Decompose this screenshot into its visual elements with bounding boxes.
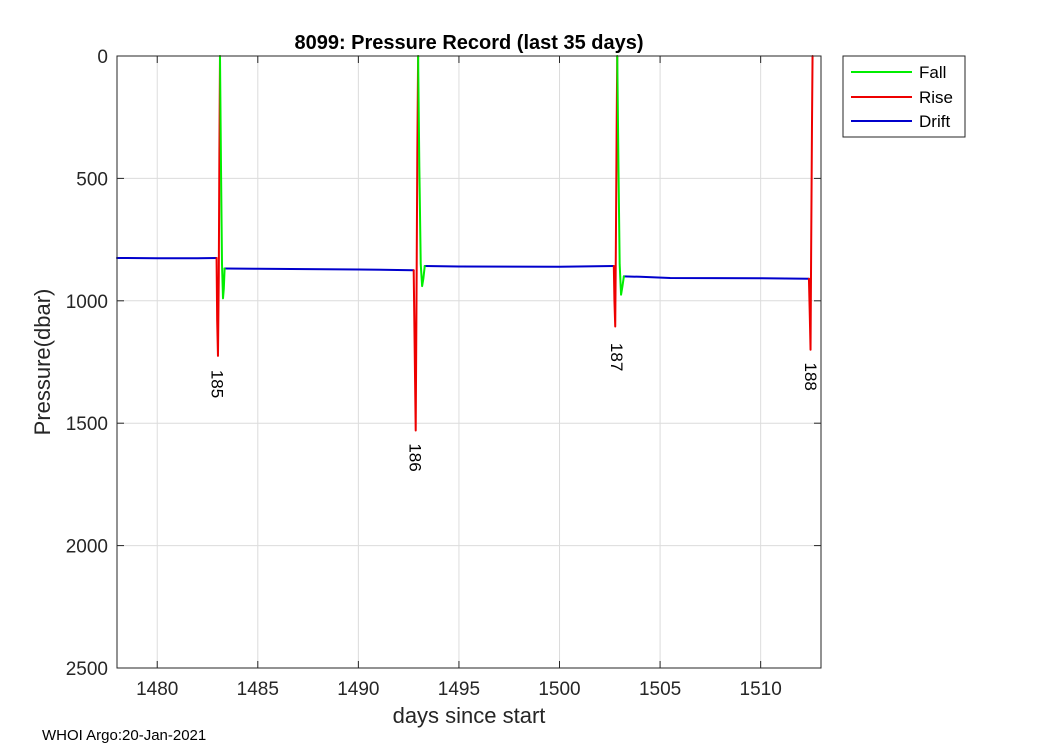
series-fall-line — [417, 55, 426, 288]
x-tick-label: 1495 — [438, 679, 480, 700]
y-tick-label: 0 — [97, 47, 108, 68]
series-drift-line — [223, 267, 415, 272]
x-tick-label: 1490 — [337, 679, 379, 700]
y-tick-label: 1000 — [66, 292, 108, 313]
y-axis-title: Pressure(dbar) — [30, 289, 55, 436]
x-tick-label: 1510 — [740, 679, 782, 700]
series-drift-line — [622, 275, 810, 280]
series-lines — [116, 55, 814, 432]
chart-title: 8099: Pressure Record (last 35 days) — [294, 32, 643, 54]
series-rise-line — [612, 55, 619, 328]
axis-ticks: 1480 1485 1490 1495 1500 1505 1510 0 500 1000 1500… — [66, 47, 821, 700]
x-tick-label: 1505 — [639, 679, 681, 700]
cycle-label: 187 — [607, 343, 626, 371]
cycle-annotations: 185 186 187 188 — [208, 343, 820, 472]
plot-area — [117, 56, 821, 668]
x-tick-label: 1500 — [538, 679, 580, 700]
cycle-label: 186 — [406, 443, 425, 471]
y-tick-label: 500 — [76, 169, 108, 190]
series-rise-line — [412, 55, 420, 432]
series-fall-line — [218, 55, 226, 300]
series-fall-line — [616, 55, 625, 296]
legend-fall-label: Fall — [919, 63, 946, 82]
legend-drift-label: Drift — [919, 112, 950, 131]
cycle-label: 185 — [208, 370, 227, 398]
y-tick-label: 1500 — [66, 414, 108, 435]
series-rise-line — [807, 55, 814, 351]
legend-rise-label: Rise — [919, 88, 953, 107]
legend: Fall Rise Drift — [842, 55, 966, 138]
y-tick-label: 2500 — [66, 659, 108, 680]
x-axis-title: days since start — [393, 703, 546, 728]
x-tick-label: 1485 — [237, 679, 279, 700]
y-tick-label: 2000 — [66, 537, 108, 558]
x-tick-label: 1480 — [136, 679, 178, 700]
series-drift-line — [423, 265, 615, 268]
plot-frame — [116, 55, 822, 669]
series-rise-line — [215, 55, 221, 357]
footer-credit: WHOI Argo:20-Jan-2021 — [42, 727, 207, 744]
cycle-label: 188 — [801, 363, 820, 391]
